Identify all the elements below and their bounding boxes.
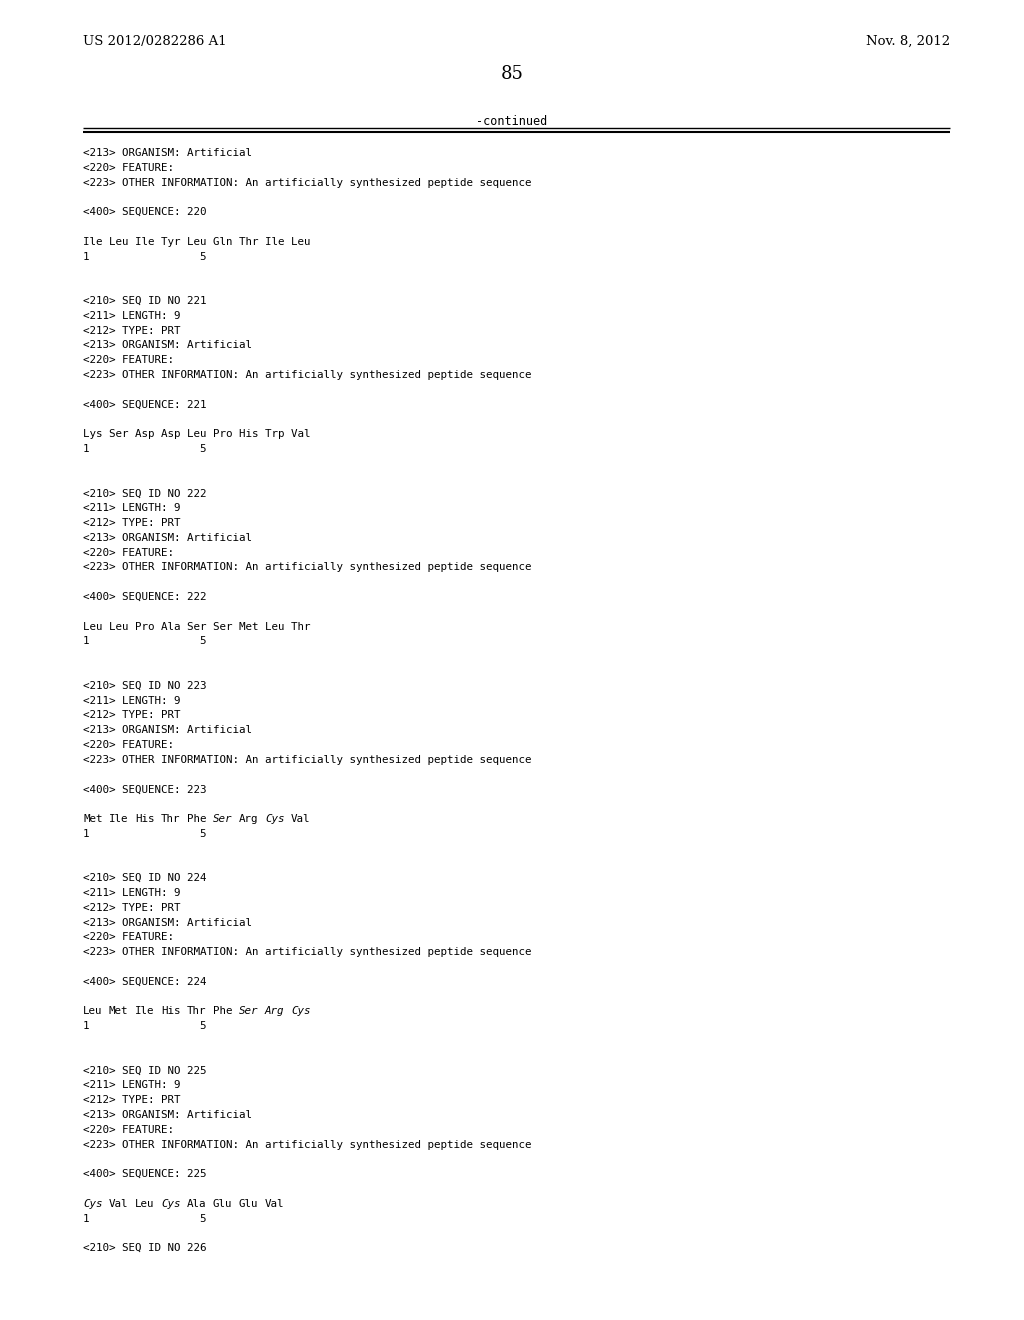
Text: Leu: Leu — [135, 1199, 155, 1209]
Text: <400> SEQUENCE: 221: <400> SEQUENCE: 221 — [83, 400, 207, 409]
Text: <211> LENGTH: 9: <211> LENGTH: 9 — [83, 503, 180, 513]
Text: <220> FEATURE:: <220> FEATURE: — [83, 741, 174, 750]
Text: Ile: Ile — [109, 814, 128, 824]
Text: Ala: Ala — [187, 1199, 207, 1209]
Text: Leu Leu Pro Ala Ser Ser Met Leu Thr: Leu Leu Pro Ala Ser Ser Met Leu Thr — [83, 622, 310, 631]
Text: Cys: Cys — [291, 1006, 310, 1016]
Text: Arg: Arg — [265, 1006, 285, 1016]
Text: 1                 5: 1 5 — [83, 1022, 207, 1031]
Text: Cys: Cys — [161, 1199, 180, 1209]
Text: <210> SEQ ID NO 224: <210> SEQ ID NO 224 — [83, 874, 207, 883]
Text: Ile: Ile — [135, 1006, 155, 1016]
Text: <211> LENGTH: 9: <211> LENGTH: 9 — [83, 888, 180, 898]
Text: <223> OTHER INFORMATION: An artificially synthesized peptide sequence: <223> OTHER INFORMATION: An artificially… — [83, 562, 531, 573]
Text: <212> TYPE: PRT: <212> TYPE: PRT — [83, 710, 180, 721]
Text: 1                 5: 1 5 — [83, 252, 207, 261]
Text: US 2012/0282286 A1: US 2012/0282286 A1 — [83, 36, 226, 48]
Text: Thr: Thr — [187, 1006, 207, 1016]
Text: <210> SEQ ID NO 223: <210> SEQ ID NO 223 — [83, 681, 207, 690]
Text: 1                 5: 1 5 — [83, 636, 207, 647]
Text: <210> SEQ ID NO 221: <210> SEQ ID NO 221 — [83, 296, 207, 306]
Text: <213> ORGANISM: Artificial: <213> ORGANISM: Artificial — [83, 533, 252, 543]
Text: <223> OTHER INFORMATION: An artificially synthesized peptide sequence: <223> OTHER INFORMATION: An artificially… — [83, 370, 531, 380]
Text: <212> TYPE: PRT: <212> TYPE: PRT — [83, 1096, 180, 1105]
Text: <211> LENGTH: 9: <211> LENGTH: 9 — [83, 696, 180, 706]
Text: <220> FEATURE:: <220> FEATURE: — [83, 355, 174, 366]
Text: Ile Leu Ile Tyr Leu Gln Thr Ile Leu: Ile Leu Ile Tyr Leu Gln Thr Ile Leu — [83, 236, 310, 247]
Text: <400> SEQUENCE: 225: <400> SEQUENCE: 225 — [83, 1170, 207, 1179]
Text: <400> SEQUENCE: 223: <400> SEQUENCE: 223 — [83, 784, 207, 795]
Text: His: His — [161, 1006, 180, 1016]
Text: <213> ORGANISM: Artificial: <213> ORGANISM: Artificial — [83, 341, 252, 350]
Text: <220> FEATURE:: <220> FEATURE: — [83, 932, 174, 942]
Text: <210> SEQ ID NO 225: <210> SEQ ID NO 225 — [83, 1065, 207, 1076]
Text: <212> TYPE: PRT: <212> TYPE: PRT — [83, 326, 180, 335]
Text: Phe: Phe — [213, 1006, 232, 1016]
Text: <400> SEQUENCE: 222: <400> SEQUENCE: 222 — [83, 591, 207, 602]
Text: <223> OTHER INFORMATION: An artificially synthesized peptide sequence: <223> OTHER INFORMATION: An artificially… — [83, 755, 531, 764]
Text: Met: Met — [83, 814, 102, 824]
Text: Ser: Ser — [213, 814, 232, 824]
Text: Val: Val — [109, 1199, 128, 1209]
Text: Thr: Thr — [161, 814, 180, 824]
Text: 1                 5: 1 5 — [83, 829, 207, 838]
Text: <212> TYPE: PRT: <212> TYPE: PRT — [83, 903, 180, 913]
Text: 85: 85 — [501, 65, 523, 83]
Text: Glu: Glu — [213, 1199, 232, 1209]
Text: Cys: Cys — [83, 1199, 102, 1209]
Text: <220> FEATURE:: <220> FEATURE: — [83, 162, 174, 173]
Text: Glu: Glu — [239, 1199, 258, 1209]
Text: -continued: -continued — [476, 115, 548, 128]
Text: Val: Val — [265, 1199, 285, 1209]
Text: <400> SEQUENCE: 220: <400> SEQUENCE: 220 — [83, 207, 207, 218]
Text: <213> ORGANISM: Artificial: <213> ORGANISM: Artificial — [83, 725, 252, 735]
Text: <210> SEQ ID NO 226: <210> SEQ ID NO 226 — [83, 1243, 207, 1253]
Text: 1                 5: 1 5 — [83, 1213, 207, 1224]
Text: Leu: Leu — [83, 1006, 102, 1016]
Text: His: His — [135, 814, 155, 824]
Text: <210> SEQ ID NO 222: <210> SEQ ID NO 222 — [83, 488, 207, 499]
Text: <223> OTHER INFORMATION: An artificially synthesized peptide sequence: <223> OTHER INFORMATION: An artificially… — [83, 1139, 531, 1150]
Text: <213> ORGANISM: Artificial: <213> ORGANISM: Artificial — [83, 148, 252, 158]
Text: <212> TYPE: PRT: <212> TYPE: PRT — [83, 517, 180, 528]
Text: <213> ORGANISM: Artificial: <213> ORGANISM: Artificial — [83, 1110, 252, 1119]
Text: Met: Met — [109, 1006, 128, 1016]
Text: Cys: Cys — [265, 814, 285, 824]
Text: <220> FEATURE:: <220> FEATURE: — [83, 548, 174, 557]
Text: Phe: Phe — [187, 814, 207, 824]
Text: Arg: Arg — [239, 814, 258, 824]
Text: Val: Val — [291, 814, 310, 824]
Text: Ser: Ser — [239, 1006, 258, 1016]
Text: Nov. 8, 2012: Nov. 8, 2012 — [866, 36, 950, 48]
Text: <400> SEQUENCE: 224: <400> SEQUENCE: 224 — [83, 977, 207, 987]
Text: <211> LENGTH: 9: <211> LENGTH: 9 — [83, 1080, 180, 1090]
Text: <220> FEATURE:: <220> FEATURE: — [83, 1125, 174, 1135]
Text: <213> ORGANISM: Artificial: <213> ORGANISM: Artificial — [83, 917, 252, 928]
Text: <223> OTHER INFORMATION: An artificially synthesized peptide sequence: <223> OTHER INFORMATION: An artificially… — [83, 948, 531, 957]
Text: <211> LENGTH: 9: <211> LENGTH: 9 — [83, 310, 180, 321]
Text: 1                 5: 1 5 — [83, 444, 207, 454]
Text: Lys Ser Asp Asp Leu Pro His Trp Val: Lys Ser Asp Asp Leu Pro His Trp Val — [83, 429, 310, 440]
Text: <223> OTHER INFORMATION: An artificially synthesized peptide sequence: <223> OTHER INFORMATION: An artificially… — [83, 178, 531, 187]
